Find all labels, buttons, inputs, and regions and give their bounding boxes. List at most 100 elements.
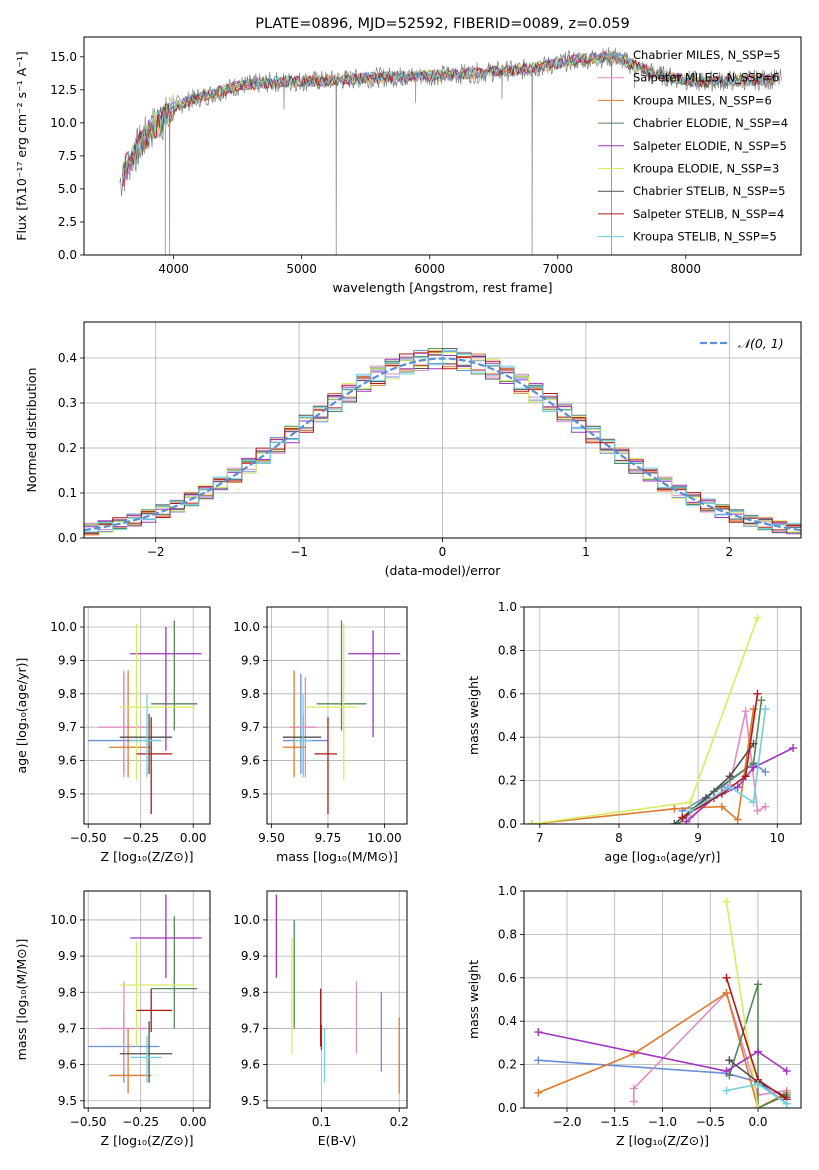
series-marker (725, 1071, 734, 1080)
y-tick-label: 1.0 (498, 600, 517, 614)
y-axis-label: Flux [fλ10⁻¹⁷ erg cm⁻² s⁻¹ A⁻¹] (14, 51, 29, 240)
x-tick-label: 9.50 (258, 831, 285, 845)
y-tick-label: 9.8 (241, 687, 260, 701)
y-tick-label: 0.3 (58, 396, 77, 410)
series-line-chabrier-stelib (673, 743, 755, 824)
x-tick-label: 8 (615, 831, 623, 845)
series-marker (741, 707, 750, 716)
errorbar-point-chabrier-elodie (316, 620, 367, 731)
series-marker (749, 798, 758, 807)
x-tick-label: 0.00 (180, 1115, 207, 1129)
plot-area (88, 894, 202, 1094)
gaussian-curve (84, 357, 801, 532)
series-marker (725, 783, 734, 792)
y-tick-label: 5.0 (58, 182, 77, 196)
series-marker (753, 613, 762, 622)
series-marker (534, 1028, 543, 1037)
x-axis-label: wavelength [Angstrom, rest frame] (332, 280, 552, 295)
series-marker (534, 1088, 543, 1097)
x-axis-label: age [log₁₀(age/yr)] (605, 849, 721, 864)
y-tick-label: 9.5 (58, 787, 77, 801)
y-tick-label: 9.5 (58, 1094, 77, 1108)
series-marker (722, 897, 731, 906)
series-line-salpeter-elodie (538, 1031, 788, 1072)
x-tick-label: 0.0 (748, 1115, 767, 1129)
y-tick-label: 0.0 (58, 248, 77, 262)
series-marker (722, 1067, 731, 1076)
errorbar-point-salpeter-miles (98, 670, 147, 778)
y-tick-label: 9.7 (241, 720, 260, 734)
series-marker (722, 973, 731, 982)
y-tick-label: 0.0 (58, 531, 77, 545)
model-line-kroupa-stelib (122, 51, 776, 180)
y-tick-label: 9.8 (241, 985, 260, 999)
x-tick-label: 2 (725, 545, 733, 559)
series-marker (733, 783, 742, 792)
errorbar-point-kroupa-stelib (130, 693, 162, 778)
series-marker (753, 806, 762, 815)
chart-spectrum: Chabrier MILES, N_SSP=5 Salpeter MILES, N… (14, 16, 802, 295)
y-tick-label: 9.6 (58, 1058, 77, 1072)
y-tick-label: 7.5 (58, 149, 77, 163)
y-axis-label: mass weight (466, 960, 481, 1039)
x-tick-label: −2.0 (552, 1115, 581, 1129)
x-tick-label: −0.5 (696, 1115, 725, 1129)
legend-entry: Chabrier MILES, N_SSP=5 (633, 48, 780, 62)
series-marker (761, 767, 770, 776)
series-marker (722, 988, 731, 997)
x-tick-label: −0.50 (70, 1115, 107, 1129)
series-marker (682, 817, 691, 824)
errorbar-point-salpeter-elodie (130, 627, 202, 751)
legend-entry: Salpeter STELIB, N_SSP=4 (633, 207, 784, 221)
axes-frame (83, 890, 211, 1109)
y-tick-label: 15.0 (50, 50, 77, 64)
model-line-chabrier-stelib (122, 51, 776, 177)
x-tick-label: 1 (582, 545, 590, 559)
x-tick-label: 9 (694, 831, 702, 845)
legend: 𝒩(0, 1) (700, 336, 784, 351)
errorbar-point-kroupa-stelib (130, 1035, 162, 1083)
chart-residuals: 𝒩(0, 1) −2 −1 0 1 2 0.0 0.1 0.2 0.3 0.4 (data-model… (24, 321, 802, 578)
y-tick-label: 9.7 (58, 1021, 77, 1035)
y-tick-label: 2.5 (58, 215, 77, 229)
errorbar-point-salpeter-miles (98, 981, 147, 1072)
chart-age-vs-Z: −0.50 −0.25 0.00 9.5 9.6 9.7 9.8 9.9 10.0 Z [log₁… (14, 606, 211, 864)
y-tick-label: 9.5 (241, 1094, 260, 1108)
y-tick-label: 9.9 (58, 653, 77, 667)
series-marker (629, 1097, 638, 1106)
series-marker (629, 1084, 638, 1093)
series-line-salpeter-stelib (681, 693, 759, 819)
y-tick-label: 0.0 (498, 1101, 517, 1115)
plot-area (88, 620, 202, 814)
series-marker (717, 802, 726, 811)
y-tick-label: 0.2 (498, 774, 517, 788)
errorbar-point-kroupa-elodie (119, 623, 196, 781)
y-axis-label: Normed distribution (24, 368, 39, 493)
x-axis-label: E(B-V) (318, 1133, 357, 1148)
plot-area (275, 894, 400, 1094)
series-marker (782, 1099, 791, 1108)
series-marker (686, 806, 695, 815)
errorbar-point-chabrier-stelib (119, 713, 173, 774)
axes-frame (266, 606, 408, 825)
x-tick-label: −1 (290, 545, 308, 559)
series-marker (754, 1080, 763, 1089)
y-tick-label: 0.6 (498, 971, 517, 985)
x-tick-label: 10.00 (367, 831, 401, 845)
series-line-kroupa-elodie (725, 901, 759, 1108)
plot-area (282, 620, 401, 814)
x-tick-label: −0.25 (122, 1115, 159, 1129)
x-tick-label: −0.25 (122, 831, 159, 845)
series-marker (733, 815, 742, 824)
series-marker (754, 1047, 763, 1056)
series-marker (754, 1104, 763, 1108)
x-axis-label: (data-model)/error (385, 563, 502, 578)
y-tick-label: 10.0 (233, 913, 260, 927)
errorbar-point-kroupa-miles (109, 670, 152, 778)
chart-weight-vs-Z: −2.0 −1.5 −1.0 −0.5 0.0 0.0 0.2 0.4 0.6 0.8 1.0 Z [… (466, 884, 802, 1148)
legend-entry: Chabrier ELODIE, N_SSP=4 (633, 116, 788, 130)
axes-frame (83, 606, 211, 825)
chart-mass-vs-ebv: 0.1 0.2 9.5 9.6 9.7 9.8 9.9 10.0 E(B-V) (233, 890, 409, 1148)
x-tick-label: 4000 (158, 262, 189, 276)
axes-frame (266, 890, 408, 1109)
